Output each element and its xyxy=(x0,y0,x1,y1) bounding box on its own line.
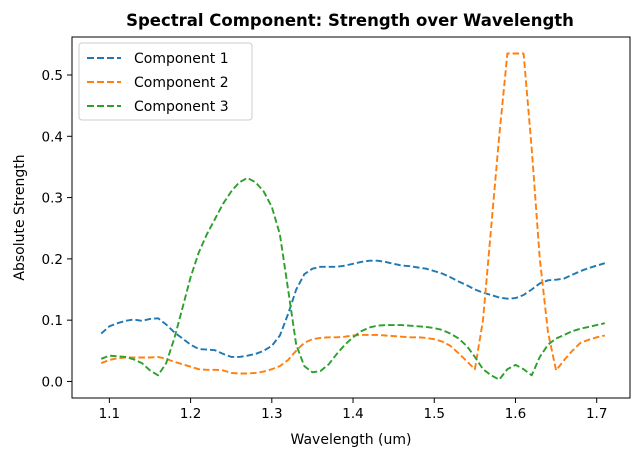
plot-area xyxy=(71,36,631,399)
y-tick-label: 0.0 xyxy=(42,374,63,390)
legend-label-component-1: Component 1 xyxy=(134,51,229,67)
x-tick-label: 1.3 xyxy=(261,406,282,422)
y-tick-label: 0.3 xyxy=(42,191,63,207)
series-line-component-2 xyxy=(100,52,606,375)
x-tick-label: 1.5 xyxy=(424,406,445,422)
y-axis-label: Absolute Strength xyxy=(12,154,28,280)
y-axis: 0.0 0.1 0.2 0.3 0.4 0.5 xyxy=(42,68,72,390)
x-axis: 1.1 1.2 1.3 1.4 1.5 1.6 1.7 xyxy=(99,398,607,422)
x-tick-label: 1.2 xyxy=(180,406,201,422)
y-tick-label: 0.4 xyxy=(42,129,63,145)
series-line-component-1 xyxy=(100,259,606,358)
y-tick-label: 0.2 xyxy=(42,252,63,268)
x-tick-label: 1.4 xyxy=(342,406,363,422)
legend-entry-component-1: Component 1 xyxy=(87,51,229,67)
series-layer xyxy=(100,52,606,381)
legend-entry-component-3: Component 3 xyxy=(87,99,229,115)
x-tick-label: 1.1 xyxy=(99,406,120,422)
chart-title: Spectral Component: Strength over Wavele… xyxy=(126,11,574,30)
legend-box xyxy=(78,42,253,121)
legend: Component 1 Component 2 Component 3 xyxy=(78,42,253,121)
series-line-component-3 xyxy=(100,177,606,381)
axes-frame xyxy=(71,36,631,399)
x-axis-label: Wavelength (um) xyxy=(291,432,412,448)
legend-label-component-2: Component 2 xyxy=(134,75,229,91)
legend-entry-component-2: Component 2 xyxy=(87,75,229,91)
legend-label-component-3: Component 3 xyxy=(134,99,229,115)
x-tick-label: 1.7 xyxy=(586,406,607,422)
y-tick-label: 0.5 xyxy=(42,68,63,84)
x-tick-label: 1.6 xyxy=(505,406,526,422)
y-tick-label: 0.1 xyxy=(42,313,63,329)
